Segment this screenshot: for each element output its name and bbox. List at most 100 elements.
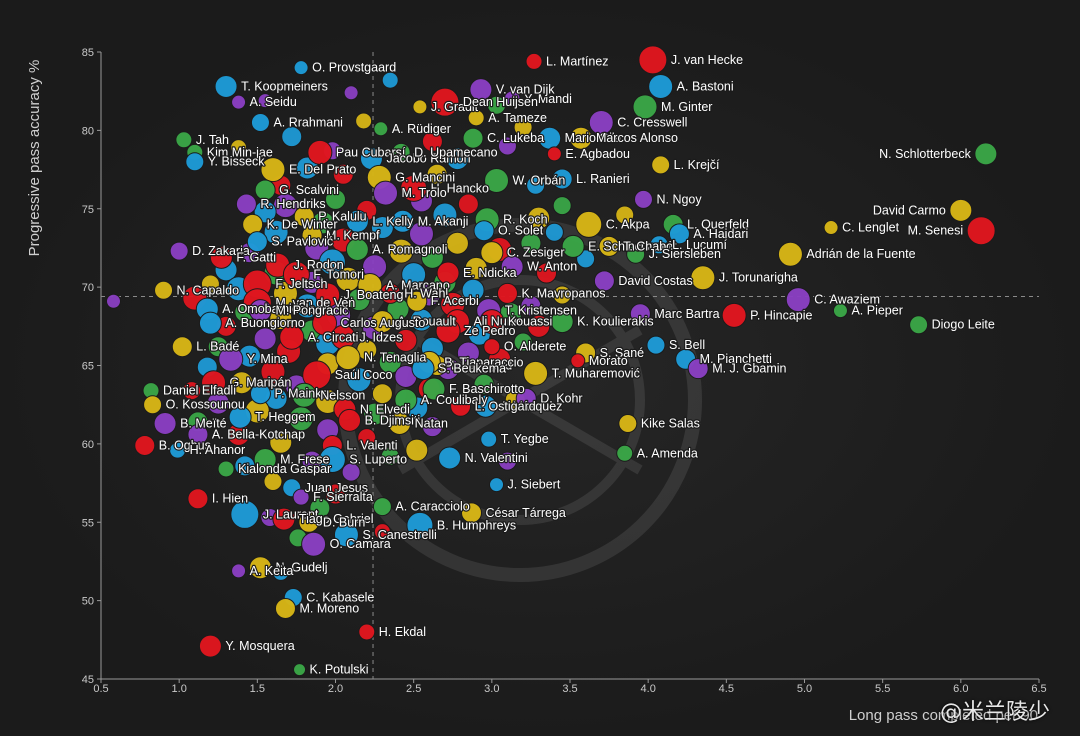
data-point bbox=[500, 255, 524, 279]
point-label: C. Lukeba bbox=[487, 131, 544, 145]
point-label: A. Tameze bbox=[488, 111, 547, 125]
point-label: Kim Min-jae bbox=[207, 145, 273, 159]
point-label: S. Bell bbox=[669, 338, 705, 352]
point-label: E. Ndicka bbox=[463, 266, 517, 280]
data-point bbox=[632, 94, 658, 120]
data-point bbox=[388, 238, 414, 264]
y-tick-label: 60 bbox=[82, 439, 94, 451]
data-point bbox=[551, 168, 573, 190]
y-axis-title: Progressive pass accuracy % bbox=[26, 60, 43, 257]
point-label: F. Jeltsch bbox=[275, 277, 327, 291]
data-point bbox=[182, 381, 202, 401]
data-point bbox=[616, 444, 634, 462]
data-point bbox=[355, 112, 373, 130]
data-point bbox=[318, 446, 346, 474]
data-point bbox=[272, 563, 290, 581]
point-label: J. Rodon bbox=[294, 258, 344, 272]
point-label: L. Badé bbox=[196, 340, 239, 354]
point-label: K. Potulski bbox=[310, 663, 369, 677]
data-point bbox=[282, 261, 310, 289]
data-point bbox=[649, 235, 669, 255]
data-point bbox=[263, 471, 283, 491]
point-label: W. Anton bbox=[527, 260, 577, 274]
point-label: A. Circati bbox=[308, 330, 359, 344]
data-point bbox=[515, 387, 537, 409]
point-label: César Tárrega bbox=[486, 506, 566, 520]
data-point bbox=[422, 377, 446, 401]
data-point bbox=[473, 220, 495, 242]
data-point bbox=[370, 310, 394, 334]
data-point bbox=[646, 335, 666, 355]
data-point bbox=[525, 52, 543, 70]
point-label: A. Seidu bbox=[250, 95, 297, 109]
point-label: A. Omobamidele bbox=[222, 302, 315, 316]
data-point bbox=[373, 523, 391, 541]
data-point bbox=[552, 196, 572, 216]
data-point bbox=[171, 336, 193, 358]
data-point bbox=[253, 327, 277, 351]
data-point bbox=[421, 416, 443, 438]
point-label: Jacobo Ramón bbox=[386, 152, 470, 166]
data-point bbox=[301, 531, 327, 557]
data-point bbox=[379, 282, 401, 304]
data-point bbox=[461, 278, 485, 302]
point-label: D. Upamecano bbox=[414, 145, 497, 159]
point-label: H. Hancko bbox=[431, 181, 489, 195]
data-point bbox=[318, 248, 346, 276]
data-point bbox=[228, 405, 252, 429]
point-label: O. Solet bbox=[498, 224, 544, 238]
data-point bbox=[523, 360, 549, 386]
data-point bbox=[633, 189, 653, 209]
x-tick-label: 3.0 bbox=[484, 683, 499, 695]
point-label: M. Ginter bbox=[661, 100, 712, 114]
point-label: Y. Mandi bbox=[524, 92, 572, 106]
x-tick-label: 1.0 bbox=[172, 683, 187, 695]
data-point bbox=[372, 497, 392, 517]
data-point bbox=[378, 350, 402, 374]
point-label: I. Hien bbox=[212, 492, 248, 506]
point-label: L. Ostigard bbox=[451, 359, 512, 373]
point-label: Diogo Leite bbox=[932, 318, 995, 332]
data-point bbox=[357, 428, 377, 448]
point-label: Adrián de la Fuente bbox=[806, 247, 915, 261]
data-point bbox=[569, 126, 593, 150]
point-label: M. Trolo bbox=[402, 186, 447, 200]
data-point bbox=[198, 634, 222, 658]
point-label: R. Hendriks bbox=[260, 197, 325, 211]
data-point bbox=[513, 117, 533, 137]
data-point bbox=[544, 222, 564, 242]
data-point bbox=[487, 95, 507, 115]
point-label: J. Torunarigha bbox=[719, 271, 798, 285]
data-point bbox=[651, 155, 671, 175]
data-point bbox=[292, 488, 310, 506]
point-label: K. Mavropanos bbox=[521, 286, 605, 300]
data-point bbox=[438, 446, 462, 470]
data-point bbox=[638, 45, 668, 75]
point-label: T. Kristensen bbox=[505, 304, 577, 318]
point-label: C. Lenglet bbox=[842, 221, 900, 235]
point-label: P. Hincapie bbox=[750, 308, 812, 322]
data-point bbox=[307, 139, 333, 165]
point-label: Y. Mina bbox=[247, 352, 288, 366]
data-point bbox=[457, 193, 479, 215]
y-tick-label: 85 bbox=[82, 47, 94, 59]
data-point bbox=[134, 434, 156, 456]
data-point bbox=[230, 499, 260, 529]
data-point bbox=[462, 127, 484, 149]
data-point bbox=[235, 193, 257, 215]
point-label: J. Boateng bbox=[344, 288, 404, 302]
data-point bbox=[593, 270, 615, 292]
x-axis-title: Long pass completed per 90 bbox=[849, 707, 1038, 724]
data-point bbox=[394, 388, 418, 412]
data-point bbox=[445, 231, 469, 255]
point-label: F. Baschirotto bbox=[449, 382, 525, 396]
point-label: O. Kossounou bbox=[166, 398, 245, 412]
data-point bbox=[520, 295, 542, 317]
point-label: M. Pianchetti bbox=[700, 352, 772, 366]
point-label: N. Capaldo bbox=[177, 283, 240, 297]
point-label: E. Schinchaoui bbox=[588, 239, 671, 253]
data-point bbox=[187, 488, 209, 510]
point-label: G. Scalvini bbox=[279, 183, 339, 197]
data-point bbox=[274, 597, 296, 619]
data-point bbox=[325, 188, 346, 210]
